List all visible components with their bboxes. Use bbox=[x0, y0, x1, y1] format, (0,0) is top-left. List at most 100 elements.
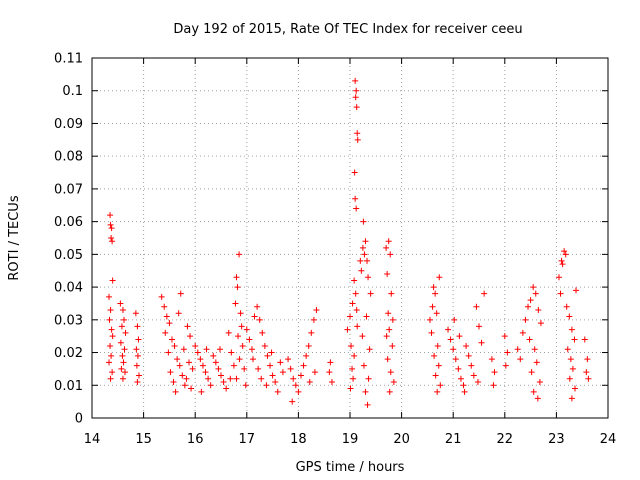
data-point bbox=[351, 169, 358, 176]
data-point bbox=[434, 343, 441, 349]
data-point bbox=[134, 352, 141, 359]
data-point bbox=[386, 326, 393, 333]
y-tick-label: 0.07 bbox=[54, 182, 83, 197]
data-point bbox=[490, 382, 497, 389]
data-point bbox=[297, 372, 304, 379]
data-point bbox=[357, 257, 364, 264]
data-point bbox=[235, 333, 242, 340]
y-axis-label: ROTI / TECUs bbox=[7, 195, 22, 280]
data-point bbox=[434, 388, 441, 395]
data-point bbox=[566, 313, 573, 320]
x-axis-label: GPS time / hours bbox=[296, 460, 405, 475]
y-tick-label: 0.02 bbox=[54, 346, 83, 361]
data-point bbox=[537, 320, 544, 327]
data-point bbox=[387, 369, 394, 376]
data-point bbox=[432, 290, 439, 297]
data-point bbox=[120, 316, 127, 323]
data-point bbox=[223, 385, 230, 392]
data-point bbox=[385, 238, 392, 245]
data-point bbox=[203, 346, 210, 353]
data-point bbox=[180, 346, 187, 353]
data-point bbox=[481, 290, 488, 297]
data-point bbox=[514, 346, 521, 353]
data-point bbox=[256, 316, 263, 323]
data-point bbox=[349, 365, 356, 372]
data-point bbox=[528, 369, 535, 376]
data-point bbox=[108, 352, 115, 359]
data-point bbox=[107, 221, 114, 228]
data-point bbox=[430, 284, 437, 291]
data-point bbox=[533, 359, 540, 366]
data-point bbox=[300, 362, 307, 369]
data-point bbox=[236, 356, 243, 363]
data-point bbox=[354, 136, 361, 143]
data-point bbox=[162, 329, 169, 336]
data-point bbox=[268, 349, 275, 356]
data-point bbox=[352, 94, 359, 101]
y-tick-label: 0.11 bbox=[54, 52, 83, 67]
data-point bbox=[463, 343, 470, 349]
data-point bbox=[258, 375, 265, 382]
data-point bbox=[566, 375, 573, 382]
y-tick-label: 0.1 bbox=[62, 84, 83, 99]
data-point bbox=[267, 362, 274, 369]
data-point bbox=[218, 372, 224, 379]
data-point bbox=[581, 336, 588, 343]
data-point bbox=[174, 356, 181, 363]
data-point bbox=[210, 352, 217, 359]
data-point bbox=[311, 369, 318, 376]
data-point bbox=[433, 310, 440, 317]
data-point bbox=[388, 290, 395, 297]
data-point bbox=[389, 343, 396, 349]
data-point bbox=[389, 316, 396, 323]
x-tick-label: 23 bbox=[548, 432, 565, 447]
data-point bbox=[353, 87, 360, 94]
data-point bbox=[351, 352, 358, 359]
data-point bbox=[109, 238, 116, 245]
data-point bbox=[166, 320, 173, 327]
data-point bbox=[432, 372, 439, 379]
data-point bbox=[348, 343, 355, 349]
data-point bbox=[108, 326, 115, 333]
data-point bbox=[120, 359, 127, 366]
data-point bbox=[232, 300, 239, 307]
x-tick-label: 17 bbox=[239, 432, 256, 447]
data-point bbox=[366, 346, 373, 353]
data-point bbox=[109, 277, 116, 284]
data-point bbox=[452, 356, 459, 363]
data-point bbox=[568, 395, 575, 402]
data-point bbox=[460, 382, 467, 389]
data-point bbox=[558, 257, 565, 264]
data-point bbox=[106, 316, 113, 323]
data-point bbox=[353, 104, 360, 111]
data-point bbox=[474, 379, 481, 385]
data-point bbox=[385, 310, 392, 317]
data-point bbox=[220, 379, 227, 385]
data-point bbox=[451, 316, 458, 323]
x-tick-label: 24 bbox=[600, 432, 617, 447]
data-point bbox=[117, 300, 124, 307]
x-tick-label: 21 bbox=[445, 432, 462, 447]
data-point bbox=[491, 369, 498, 376]
data-point bbox=[109, 369, 116, 376]
data-point bbox=[571, 385, 578, 392]
data-point bbox=[364, 257, 371, 264]
data-point bbox=[561, 248, 568, 255]
data-point bbox=[106, 293, 113, 300]
data-point bbox=[163, 313, 170, 320]
data-point bbox=[585, 375, 592, 382]
data-point bbox=[567, 356, 574, 363]
data-point bbox=[363, 313, 370, 320]
data-point bbox=[295, 388, 302, 395]
data-point bbox=[117, 339, 124, 346]
data-point bbox=[352, 290, 359, 297]
data-point bbox=[535, 307, 542, 313]
data-point bbox=[306, 379, 313, 385]
data-point bbox=[197, 356, 204, 363]
data-point bbox=[563, 303, 570, 310]
data-point bbox=[473, 303, 480, 310]
data-point bbox=[243, 326, 250, 333]
data-point bbox=[225, 329, 232, 336]
data-point bbox=[122, 329, 129, 336]
data-point bbox=[251, 313, 258, 320]
